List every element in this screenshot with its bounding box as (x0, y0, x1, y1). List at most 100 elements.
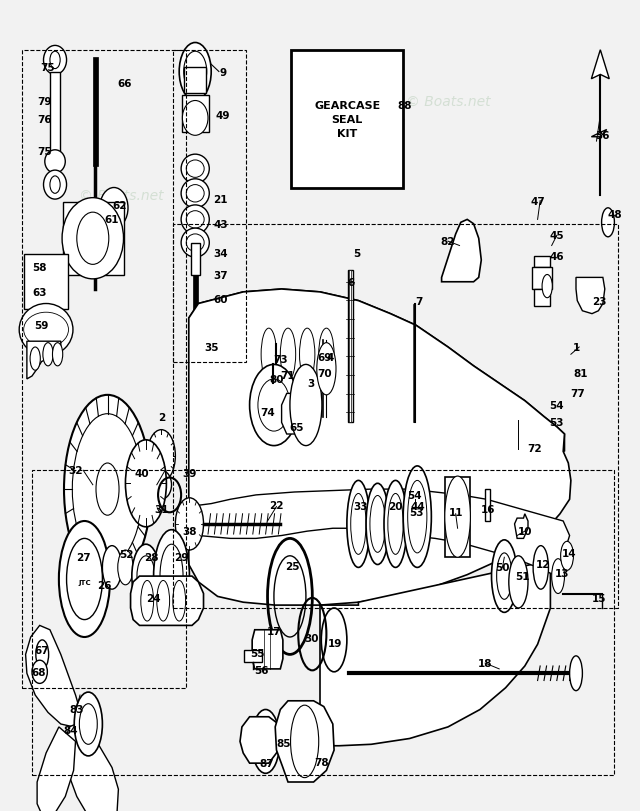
Ellipse shape (181, 155, 209, 184)
Ellipse shape (317, 343, 336, 395)
Text: 62: 62 (113, 200, 127, 211)
Text: 87: 87 (259, 758, 273, 768)
Ellipse shape (44, 171, 67, 200)
Text: 61: 61 (105, 215, 119, 225)
Text: 16: 16 (481, 504, 495, 515)
Text: 35: 35 (204, 342, 218, 353)
Bar (173, 225, 618, 608)
Ellipse shape (19, 304, 73, 356)
Text: 44: 44 (410, 502, 426, 512)
Ellipse shape (181, 179, 209, 208)
Text: 4: 4 (326, 353, 334, 363)
Ellipse shape (184, 52, 207, 92)
Polygon shape (442, 220, 481, 282)
Text: 32: 32 (68, 466, 83, 476)
Text: 27: 27 (76, 552, 90, 563)
Text: 72: 72 (527, 444, 541, 454)
Ellipse shape (388, 494, 403, 555)
Ellipse shape (570, 656, 582, 691)
Text: 50: 50 (495, 563, 509, 573)
Ellipse shape (173, 581, 186, 621)
Ellipse shape (497, 553, 512, 599)
Polygon shape (131, 577, 204, 625)
Text: 20: 20 (388, 502, 402, 512)
Ellipse shape (561, 542, 573, 571)
Polygon shape (189, 290, 564, 452)
Text: 75: 75 (41, 63, 55, 73)
Ellipse shape (300, 328, 315, 381)
Text: 39: 39 (182, 469, 196, 478)
Ellipse shape (125, 440, 166, 527)
Ellipse shape (154, 530, 189, 623)
Ellipse shape (408, 481, 427, 553)
Bar (349, 271, 351, 423)
Text: 33: 33 (353, 502, 367, 512)
Text: 76: 76 (37, 115, 51, 125)
Ellipse shape (351, 494, 366, 555)
Text: GEARCASE
SEAL
KIT: GEARCASE SEAL KIT (314, 101, 380, 139)
Text: 71: 71 (281, 370, 295, 380)
Bar (534, 256, 550, 268)
Ellipse shape (141, 581, 154, 621)
Text: 56: 56 (254, 666, 268, 676)
Ellipse shape (261, 328, 276, 381)
Ellipse shape (96, 463, 119, 516)
Text: 28: 28 (145, 552, 159, 563)
Ellipse shape (186, 234, 204, 252)
Bar (173, 51, 246, 362)
Text: 2: 2 (157, 412, 165, 422)
Text: 78: 78 (314, 757, 328, 766)
Ellipse shape (72, 414, 143, 564)
Text: 53: 53 (550, 418, 564, 428)
Text: 9: 9 (219, 67, 227, 77)
Text: 53: 53 (410, 508, 424, 517)
Text: 82: 82 (441, 237, 455, 247)
Ellipse shape (36, 640, 49, 669)
Text: 15: 15 (592, 593, 606, 603)
Bar (291, 51, 403, 188)
Ellipse shape (102, 546, 122, 590)
Text: 1: 1 (572, 342, 580, 353)
Text: 43: 43 (214, 220, 228, 230)
Ellipse shape (252, 710, 280, 774)
Text: 58: 58 (33, 263, 47, 273)
Ellipse shape (43, 343, 53, 367)
Text: 47: 47 (530, 196, 545, 206)
Ellipse shape (319, 328, 334, 381)
Ellipse shape (137, 556, 155, 597)
Text: 12: 12 (536, 560, 550, 570)
Ellipse shape (179, 44, 211, 101)
Text: 80: 80 (269, 375, 284, 384)
Ellipse shape (602, 208, 614, 238)
Text: 13: 13 (555, 569, 569, 578)
Ellipse shape (509, 556, 528, 608)
Text: 48: 48 (607, 209, 621, 219)
Polygon shape (192, 423, 198, 440)
Text: 5: 5 (353, 248, 361, 259)
Polygon shape (37, 727, 76, 811)
Bar (22, 50, 186, 688)
Ellipse shape (100, 188, 128, 229)
Ellipse shape (542, 275, 552, 298)
Ellipse shape (32, 660, 47, 684)
Ellipse shape (30, 348, 40, 371)
Ellipse shape (552, 559, 564, 594)
Text: 65: 65 (289, 423, 303, 432)
Bar (193, 275, 198, 391)
Text: 54: 54 (550, 401, 564, 410)
Ellipse shape (160, 544, 183, 608)
Ellipse shape (64, 395, 151, 584)
Text: 51: 51 (515, 572, 529, 581)
Text: 88: 88 (398, 101, 412, 111)
Ellipse shape (186, 186, 204, 203)
Text: 46: 46 (550, 251, 564, 261)
Polygon shape (64, 721, 118, 811)
Ellipse shape (147, 430, 175, 483)
Ellipse shape (74, 693, 102, 756)
Ellipse shape (257, 721, 275, 762)
Text: 30: 30 (305, 633, 319, 644)
Text: 26: 26 (97, 580, 111, 590)
Text: 49: 49 (216, 111, 230, 121)
Ellipse shape (445, 476, 470, 557)
Ellipse shape (370, 496, 385, 552)
